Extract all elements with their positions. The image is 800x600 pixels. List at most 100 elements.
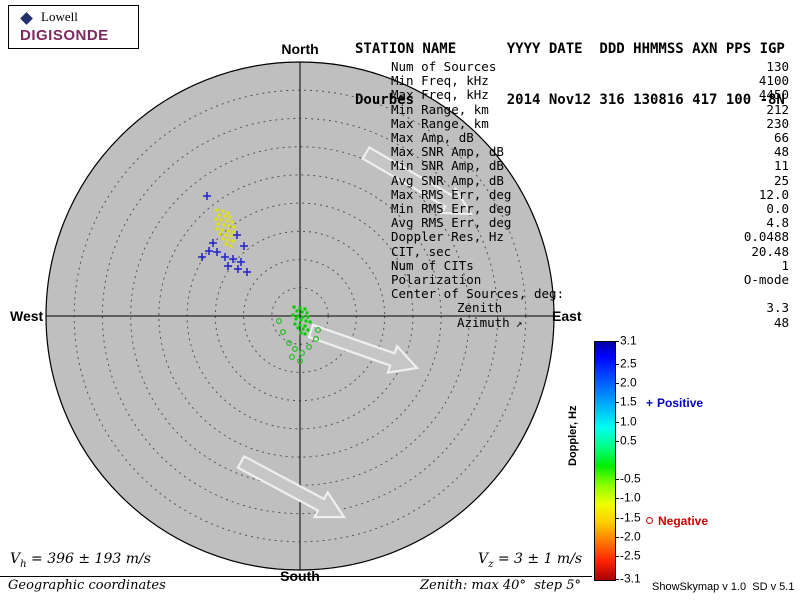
station-header: STATION NAME YYYY DATE DDD HHMMSS AXN PP… bbox=[355, 7, 785, 143]
skymap-point-dot bbox=[224, 242, 228, 246]
param-value: 48 bbox=[773, 144, 789, 160]
colorbar-tick-label: 2.0 bbox=[620, 375, 637, 390]
param-label: Azimuth ↗ bbox=[457, 314, 523, 330]
skymap-point-dot bbox=[219, 218, 223, 222]
param-row: Azimuth ↗ 48 bbox=[391, 314, 789, 331]
header-columns-row: STATION NAME YYYY DATE DDD HHMMSS AXN PP… bbox=[355, 41, 785, 57]
colorbar-tick-mark bbox=[615, 341, 619, 342]
skymap-point-dot bbox=[214, 217, 218, 221]
colorbar-tick-label: -2.5 bbox=[620, 548, 641, 563]
skymap-point-plus bbox=[203, 192, 211, 200]
skymap-point-dot bbox=[299, 318, 303, 322]
skymap-point-dot bbox=[301, 315, 305, 319]
colorbar-tick-label: 0.5 bbox=[620, 433, 637, 448]
param-value: 4450 bbox=[758, 87, 789, 103]
param-row: Zenith 3.3 bbox=[391, 301, 789, 315]
coordinates-label: Geographic coordinates bbox=[8, 578, 166, 593]
skymap-point-circle bbox=[314, 326, 322, 334]
skymap-point-plus bbox=[224, 262, 232, 270]
skymap-point-plus bbox=[240, 242, 248, 250]
skymap-point-dot bbox=[232, 225, 236, 229]
skymap-point-circle bbox=[288, 353, 296, 361]
skymap-point-dot bbox=[218, 232, 222, 236]
param-label: Doppler Res, Hz bbox=[391, 229, 504, 245]
param-value: 12.0 bbox=[758, 186, 789, 202]
drift-arrow bbox=[236, 454, 347, 519]
param-row: Min RMS Err, deg 0.0 bbox=[391, 201, 789, 216]
param-value: 4.8 bbox=[766, 215, 789, 231]
skymap-point-dot bbox=[226, 211, 230, 215]
zenith-settings-label: Zenith: max 40° step 5° bbox=[420, 578, 582, 593]
param-label: CIT, sec bbox=[391, 243, 452, 259]
param-label: Max Amp, dB bbox=[391, 130, 474, 146]
param-row: Num of Sources 130 bbox=[391, 59, 789, 74]
skymap-point-dot bbox=[231, 239, 235, 243]
skymap-point-dot bbox=[301, 327, 305, 331]
skymap-point-dot bbox=[308, 320, 312, 324]
skymap-point-dot bbox=[291, 313, 295, 317]
skymap-point-dot bbox=[230, 220, 234, 224]
param-label: Max RMS Err, deg bbox=[391, 186, 512, 202]
skymap-point-dot bbox=[228, 215, 232, 219]
colorbar-tick-mark bbox=[615, 440, 619, 442]
legend-negative: Negative bbox=[646, 514, 708, 528]
skymap-point-plus bbox=[237, 258, 245, 266]
param-label: Max Range, km bbox=[391, 115, 489, 131]
parameter-list: Num of Sources 130 Min Freq, kHz 4100 Max Fr… bbox=[391, 59, 789, 331]
skymap-point-dot bbox=[223, 214, 227, 218]
skymap-point-dot bbox=[304, 319, 308, 323]
param-value: 66 bbox=[773, 130, 789, 146]
colorbar-tick-mark bbox=[615, 383, 619, 385]
skymap-point-dot bbox=[296, 314, 300, 318]
param-row: Max Freq, kHz 4450 bbox=[391, 88, 789, 102]
skymap-point-dot bbox=[227, 224, 231, 228]
skymap-point-dot bbox=[221, 237, 225, 241]
colorbar-tick-label: -1.5 bbox=[620, 509, 641, 524]
param-value: 25 bbox=[773, 172, 789, 188]
param-label: Max SNR Amp, dB bbox=[391, 144, 504, 160]
skymap-point-dot bbox=[306, 328, 310, 332]
colorbar-tick-label: -0.5 bbox=[620, 471, 641, 486]
param-value: 48 bbox=[773, 314, 789, 330]
negative-marker-icon bbox=[646, 517, 653, 524]
horizontal-velocity-label: Vh = 396 ± 193 m/s bbox=[10, 551, 151, 570]
param-row: Max Amp, dB 66 bbox=[391, 130, 789, 146]
skymap-point-circle bbox=[296, 357, 304, 365]
skymap-point-dot bbox=[231, 230, 235, 234]
colorbar-tick-label: 3.1 bbox=[620, 333, 637, 348]
colorbar-tick-label: 1.0 bbox=[620, 413, 637, 428]
vh-symbol: V bbox=[10, 551, 21, 567]
vz-symbol: V bbox=[478, 551, 489, 567]
colorbar-title: Doppler, Hz bbox=[567, 405, 579, 466]
skymap-point-dot bbox=[294, 317, 298, 321]
positive-marker-icon: + bbox=[646, 396, 654, 410]
skymap-point-dot bbox=[229, 244, 233, 248]
param-row: Avg SNR Amp, dB 25 bbox=[391, 172, 789, 188]
skymap-point-dot bbox=[299, 331, 303, 335]
param-label: Polarization bbox=[391, 272, 482, 288]
param-row: Avg RMS Err, deg 4.8 bbox=[391, 216, 789, 230]
skymap-point-dot bbox=[229, 234, 233, 238]
app-version-label: ShowSkymap v 1.0 SD v 5.1 bbox=[652, 581, 795, 593]
colorbar-tick-mark bbox=[615, 421, 619, 423]
param-label: Min SNR Amp, dB bbox=[391, 158, 504, 174]
param-value: 230 bbox=[766, 115, 789, 131]
skymap-point-dot bbox=[226, 229, 230, 233]
skymap-point-dot bbox=[221, 209, 225, 213]
param-label: Center of Sources, deg: bbox=[391, 286, 565, 302]
skymap-point-dot bbox=[303, 307, 307, 311]
param-value: 1 bbox=[781, 257, 789, 273]
skymap-point-dot bbox=[226, 238, 230, 242]
vertical-velocity-label: Vz = 3 ± 1 m/s bbox=[478, 551, 582, 570]
skymap-point-dot bbox=[224, 233, 228, 237]
param-label: Min Freq, kHz bbox=[391, 73, 489, 89]
vz-subscript: z bbox=[488, 558, 494, 570]
skymap-point-dot bbox=[217, 213, 221, 217]
compass-label-east: East bbox=[552, 308, 582, 324]
skymap-point-plus bbox=[221, 253, 229, 261]
param-label: Avg RMS Err, deg bbox=[391, 215, 512, 231]
doppler-colorbar bbox=[594, 341, 616, 581]
colorbar-tick-label: -2.0 bbox=[620, 529, 641, 544]
skymap-point-circle bbox=[279, 328, 287, 336]
legend-negative-label: Negative bbox=[658, 514, 709, 528]
